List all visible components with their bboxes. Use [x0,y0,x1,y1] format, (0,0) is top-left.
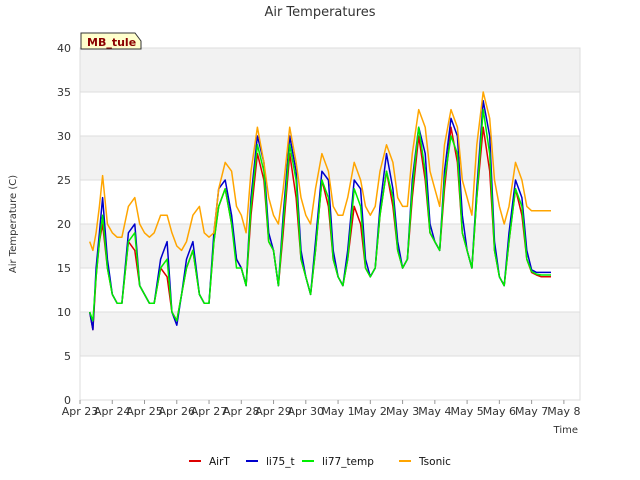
x-tick-label: May 6 [483,405,516,418]
x-tick-label: Apr 27 [191,405,228,418]
x-tick-label: May 3 [386,405,419,418]
legend-label: li77_temp [322,456,374,468]
y-axis-label: Air Temperature (C) [8,175,19,273]
x-tick-label: Apr 29 [255,405,292,418]
plot-band [80,92,580,136]
y-tick-label: 10 [57,306,71,319]
legend-label: li75_t [266,456,295,468]
y-tick-label: 25 [57,174,71,187]
legend-label: AirT [209,456,230,468]
x-tick-label: Apr 25 [126,405,163,418]
x-tick-label: Apr 26 [159,405,196,418]
y-tick-label: 5 [64,350,71,363]
series-lines [88,91,551,331]
series-line-li77_temp [88,108,551,322]
y-tick-label: 20 [57,218,71,231]
x-tick-label: May 2 [354,405,387,418]
x-tick-label: Apr 28 [223,405,260,418]
series-line-Tsonic [88,91,551,252]
station-badge: MB_tule [80,32,142,50]
y-tick-label: 0 [64,394,71,407]
y-tick-label: 35 [57,86,71,99]
badge-box [80,32,142,50]
x-tick-label: May 5 [450,405,483,418]
y-tick-label: 40 [57,42,71,55]
x-tick-label: Apr 24 [94,405,131,418]
plot-frame [79,47,581,401]
y-tick-label: 15 [57,262,71,275]
legend-label: Tsonic [418,456,451,468]
plot-band [80,136,580,180]
legend: AirT li75_t li77_temp Tsonic [189,456,451,468]
x-tick-label: May 7 [515,405,548,418]
plot-band [80,268,580,312]
plot-band [80,312,580,356]
y-ticks: 0 5 10 15 20 25 30 35 40 [57,42,71,407]
x-tick-label: May 1 [321,405,354,418]
plot-band [80,356,580,400]
y-tick-label: 30 [57,130,71,143]
x-tick-label: Apr 23 [62,405,99,418]
badge-label: MB_tule [87,36,136,49]
x-tick-label: Apr 30 [288,405,325,418]
x-tick-label: May 8 [547,405,580,418]
chart-title: Air Temperatures [264,5,375,20]
x-axis-label: Time [553,425,578,436]
x-tick-label: May 4 [418,405,451,418]
plot-band [80,48,580,92]
